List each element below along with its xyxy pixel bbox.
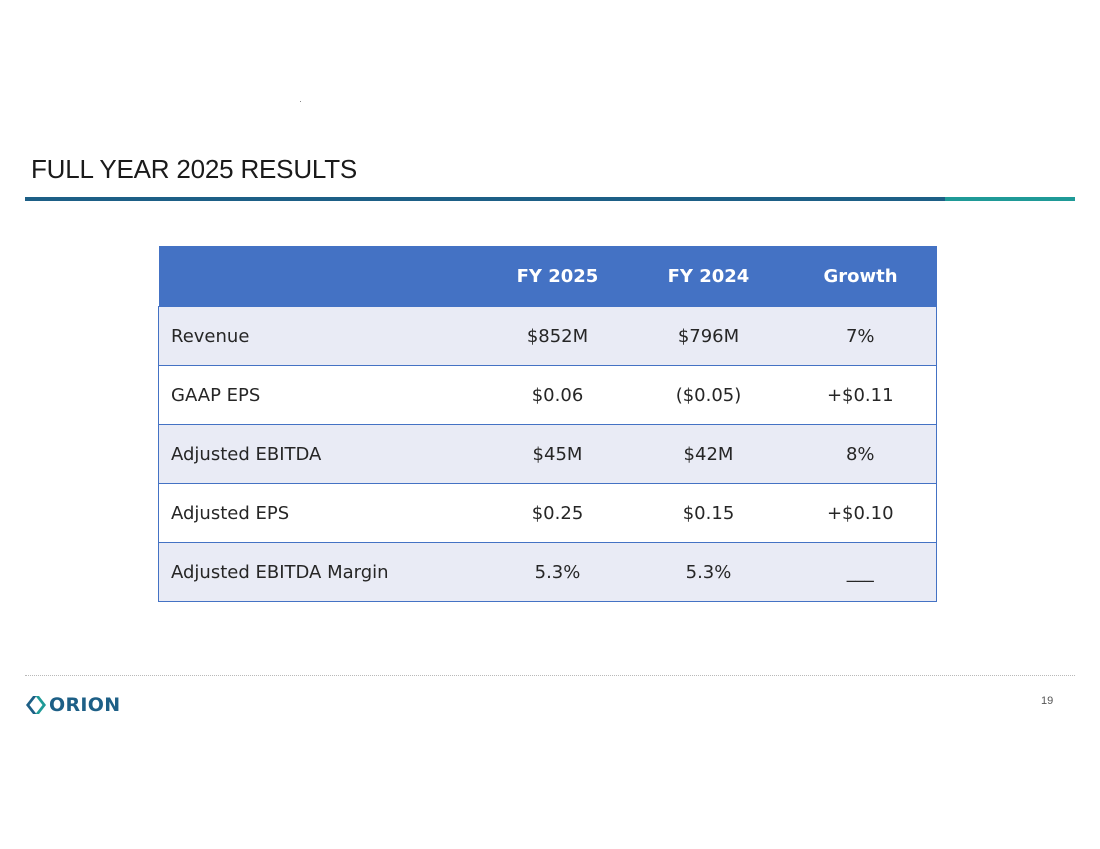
row-label: Adjusted EPS — [158, 483, 483, 543]
cell-fy2024: $796M — [632, 306, 785, 366]
cell-fy2025: $45M — [482, 424, 633, 484]
row-label: Adjusted EBITDA Margin — [158, 542, 483, 602]
cell-fy2025: 5.3% — [482, 542, 633, 602]
cell-growth: +$0.10 — [784, 483, 937, 543]
row-label: Adjusted EBITDA — [158, 424, 483, 484]
row-label: Revenue — [158, 306, 483, 366]
results-table: FY 2025 FY 2024 Growth Revenue $852M $79… — [158, 246, 937, 602]
table-row: Revenue $852M $796M 7% — [158, 306, 937, 366]
table-row: Adjusted EBITDA Margin 5.3% 5.3% ___ — [158, 542, 937, 602]
table-header-row: FY 2025 FY 2024 Growth — [158, 246, 937, 307]
orion-logo-icon — [25, 695, 47, 715]
header-fy2024: FY 2024 — [632, 246, 785, 307]
cell-growth: +$0.11 — [784, 365, 937, 425]
header-fy2025: FY 2025 — [482, 246, 633, 307]
table-row: Adjusted EPS $0.25 $0.15 +$0.10 — [158, 483, 937, 543]
title-underline — [25, 197, 945, 201]
cell-growth: 8% — [784, 424, 937, 484]
cell-growth: 7% — [784, 306, 937, 366]
slide-title: FULL YEAR 2025 RESULTS — [31, 154, 358, 184]
company-logo: ORION — [25, 694, 120, 716]
cell-fy2025: $0.25 — [482, 483, 633, 543]
cell-fy2025: $852M — [482, 306, 633, 366]
table-row: GAAP EPS $0.06 ($0.05) +$0.11 — [158, 365, 937, 425]
cell-fy2024: ($0.05) — [632, 365, 785, 425]
title-underline-accent — [945, 197, 1075, 201]
page-number: 19 — [1041, 695, 1054, 707]
cell-growth: ___ — [784, 542, 937, 602]
stray-dot — [300, 101, 301, 102]
footer-divider — [25, 675, 1075, 676]
header-metric — [158, 246, 483, 307]
row-label: GAAP EPS — [158, 365, 483, 425]
header-growth: Growth — [784, 246, 937, 307]
cell-fy2024: 5.3% — [632, 542, 785, 602]
cell-fy2024: $0.15 — [632, 483, 785, 543]
cell-fy2024: $42M — [632, 424, 785, 484]
logo-text: ORION — [49, 694, 121, 716]
cell-fy2025: $0.06 — [482, 365, 633, 425]
table-row: Adjusted EBITDA $45M $42M 8% — [158, 424, 937, 484]
